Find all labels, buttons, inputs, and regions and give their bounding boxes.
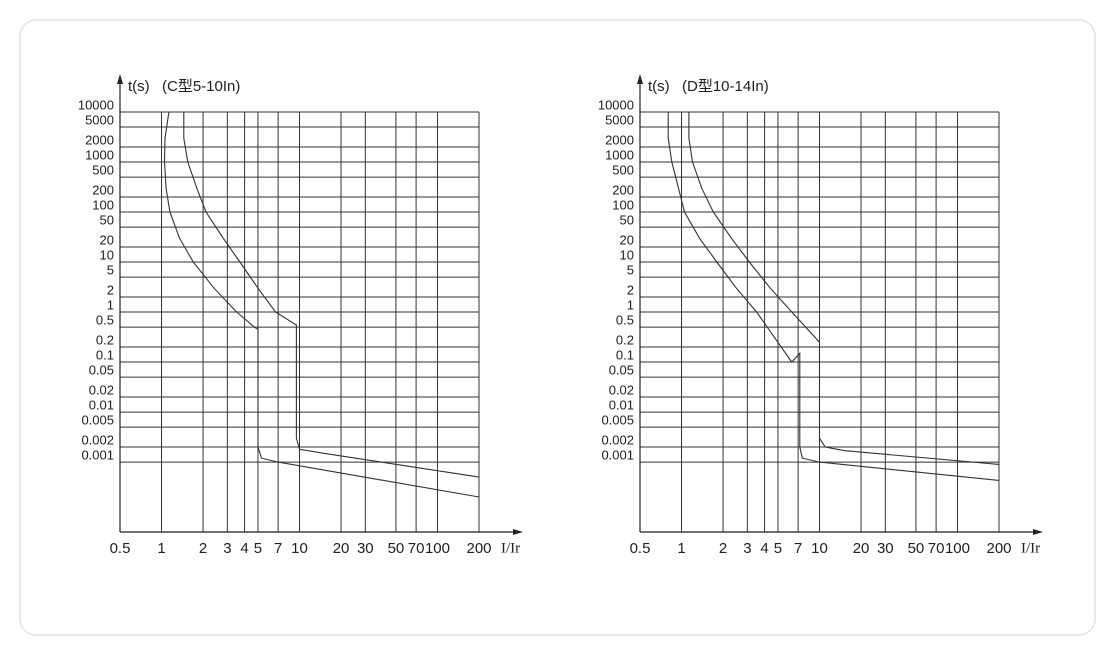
x-tick-label: 0.5 [630, 540, 651, 557]
x-tick-label: 20 [853, 540, 870, 557]
y-tick-label: 0.005 [601, 413, 634, 428]
x-tick-label: 20 [333, 540, 350, 557]
x-tick-label: 200 [466, 540, 491, 557]
y-tick-label: 2000 [85, 132, 114, 147]
y-tick-label: 0.01 [89, 398, 114, 413]
y-tick-label: 0.05 [609, 363, 634, 378]
x-tick-label: 10 [811, 540, 828, 557]
y-tick-label: 200 [92, 182, 114, 197]
y-tick-label: 1000 [605, 147, 634, 162]
y-tick-label: 500 [92, 163, 114, 178]
x-arrow [1033, 529, 1043, 535]
x-tick-label: 70 [408, 540, 425, 557]
y-tick-label: 5000 [605, 112, 634, 127]
y-tick-label: 2 [627, 282, 634, 297]
x-tick-label: 30 [877, 540, 894, 557]
y-tick-label: 50 [620, 213, 634, 228]
x-tick-label: 50 [388, 540, 405, 557]
y-tick-label: 100 [92, 197, 114, 212]
x-tick-label: 5 [774, 540, 782, 557]
x-tick-label: 100 [945, 540, 970, 557]
y-tick-label: 0.1 [616, 347, 634, 362]
x-tick-label: 2 [199, 540, 207, 557]
x-tick-label: 100 [425, 540, 450, 557]
x-tick-label: 3 [223, 540, 231, 557]
x-tick-label: 4 [240, 540, 248, 557]
y-tick-label: 5 [627, 263, 634, 278]
x-tick-label: 3 [743, 540, 751, 557]
y-tick-label: 100 [612, 197, 634, 212]
y-tick-label: 2000 [605, 132, 634, 147]
trip-curve [688, 112, 1000, 465]
y-tick-label: 10000 [598, 97, 634, 112]
y-tick-label: 10 [620, 247, 634, 262]
y-tick-label: 50 [100, 213, 114, 228]
x-tick-label: 50 [908, 540, 925, 557]
trip-curve [183, 112, 480, 478]
y-tick-label: 0.001 [601, 448, 634, 463]
x-tick-label: 5 [254, 540, 262, 557]
x-tick-label: 2 [719, 540, 727, 557]
y-tick-label: 0.2 [616, 332, 634, 347]
y-tick-label: 20 [620, 232, 634, 247]
y-tick-label: 0.5 [96, 313, 114, 328]
y-axis-label: t(s) [648, 78, 670, 95]
card [19, 19, 1096, 636]
y-tick-label: 0.02 [89, 382, 114, 397]
y-tick-label: 0.2 [96, 332, 114, 347]
y-arrow [117, 74, 123, 84]
x-tick-label: 7 [794, 540, 802, 557]
y-tick-label: 0.1 [96, 347, 114, 362]
y-tick-label: 5000 [85, 112, 114, 127]
y-tick-label: 0.05 [89, 363, 114, 378]
x-tick-label: 30 [357, 540, 374, 557]
y-tick-label: 20 [100, 232, 114, 247]
y-tick-label: 200 [612, 182, 634, 197]
x-tick-label: 0.5 [110, 540, 131, 557]
x-tick-label: 4 [760, 540, 768, 557]
x-axis-label: I/Ir [1021, 540, 1040, 556]
y-tick-label: 0.005 [81, 413, 114, 428]
trip-curve [163, 111, 480, 498]
y-tick-label: 1 [627, 297, 634, 312]
chart-title: (C型5-10In) [162, 78, 240, 95]
y-tick-label: 0.5 [616, 313, 634, 328]
x-arrow [513, 529, 523, 535]
y-arrow [637, 74, 643, 84]
x-axis-label: I/Ir [501, 540, 520, 556]
x-tick-label: 10 [291, 540, 308, 557]
y-tick-label: 1000 [85, 147, 114, 162]
y-tick-label: 0.002 [81, 432, 114, 447]
y-tick-label: 5 [107, 263, 114, 278]
y-tick-label: 0.002 [601, 432, 634, 447]
y-tick-label: 0.02 [609, 382, 634, 397]
trip-curve [667, 112, 1000, 481]
y-tick-label: 1 [107, 297, 114, 312]
y-tick-label: 0.001 [81, 448, 114, 463]
x-tick-label: 7 [274, 540, 282, 557]
y-tick-label: 2 [107, 282, 114, 297]
x-tick-label: 200 [986, 540, 1011, 557]
y-axis-label: t(s) [128, 78, 150, 95]
chart-title: (D型10-14In) [682, 78, 769, 95]
y-tick-label: 10000 [78, 97, 114, 112]
y-tick-label: 0.01 [609, 398, 634, 413]
x-tick-label: 1 [677, 540, 685, 557]
y-tick-label: 500 [612, 163, 634, 178]
y-tick-label: 10 [100, 247, 114, 262]
x-tick-label: 70 [928, 540, 945, 557]
x-tick-label: 1 [157, 540, 165, 557]
